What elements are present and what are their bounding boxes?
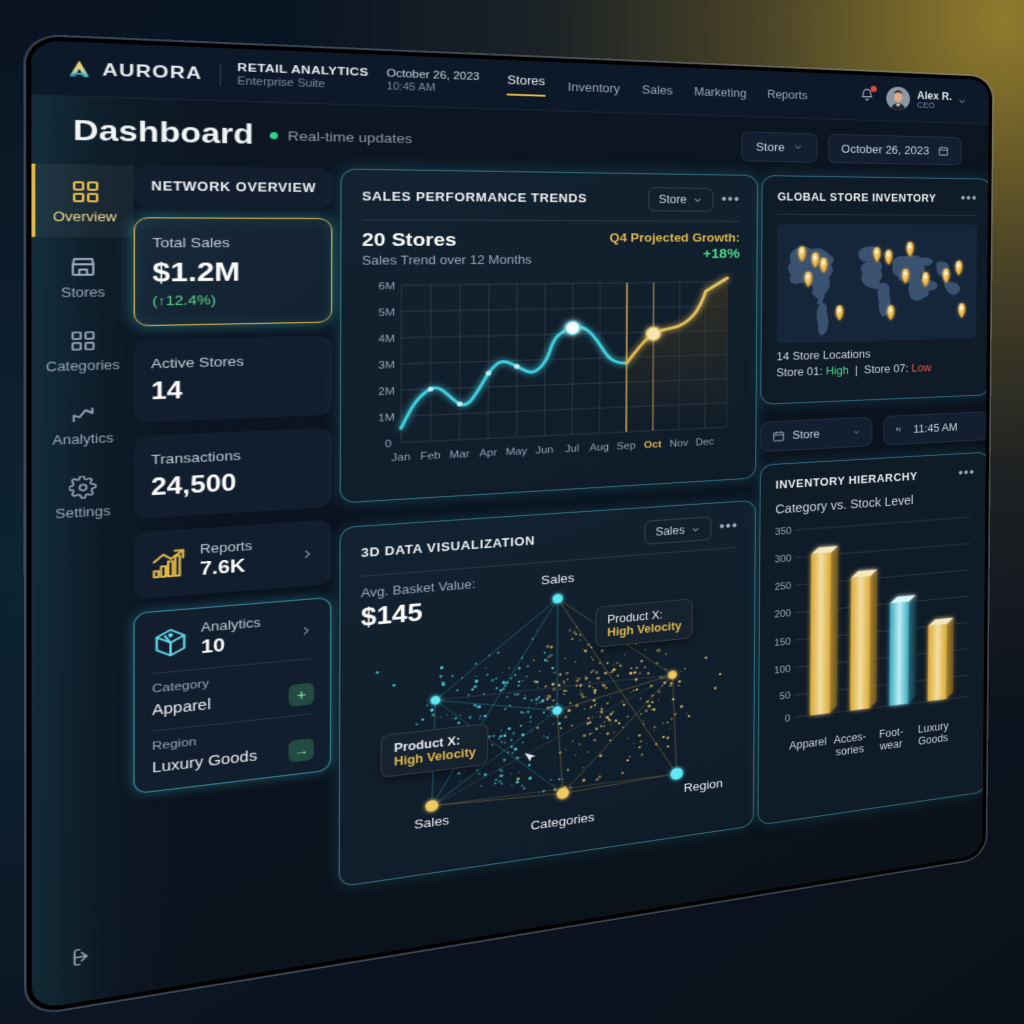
svg-text:4M: 4M (378, 332, 395, 345)
svg-text:Nov: Nov (670, 437, 689, 449)
svg-text:Oct: Oct (644, 438, 662, 450)
svg-text:May: May (506, 445, 528, 458)
svg-text:Feb: Feb (420, 449, 440, 462)
svg-text:Apr: Apr (479, 446, 498, 459)
svg-text:Categories: Categories (531, 811, 595, 833)
svg-text:Jan: Jan (391, 450, 410, 463)
svg-text:Dec: Dec (696, 435, 715, 447)
svg-text:Jul: Jul (565, 442, 579, 454)
svg-text:5M: 5M (378, 306, 395, 319)
svg-text:Region: Region (684, 777, 723, 795)
svg-text:0: 0 (785, 712, 791, 724)
svg-text:0: 0 (385, 437, 392, 450)
svg-text:150: 150 (774, 635, 791, 648)
svg-text:2M: 2M (378, 385, 395, 398)
svg-text:300: 300 (775, 552, 792, 564)
svg-text:Jun: Jun (535, 443, 553, 456)
svg-text:Sep: Sep (617, 439, 636, 452)
svg-text:350: 350 (775, 525, 792, 537)
svg-text:250: 250 (774, 580, 791, 593)
svg-text:50: 50 (779, 690, 790, 702)
svg-text:Sales: Sales (541, 571, 575, 587)
svg-text:200: 200 (774, 607, 791, 620)
svg-text:Mar: Mar (449, 447, 470, 460)
svg-text:100: 100 (774, 663, 791, 676)
svg-text:1M: 1M (378, 411, 395, 424)
svg-text:Sales: Sales (414, 814, 449, 832)
svg-text:6M: 6M (378, 280, 395, 293)
svg-text:3M: 3M (378, 358, 395, 371)
svg-text:Aug: Aug (590, 441, 609, 454)
